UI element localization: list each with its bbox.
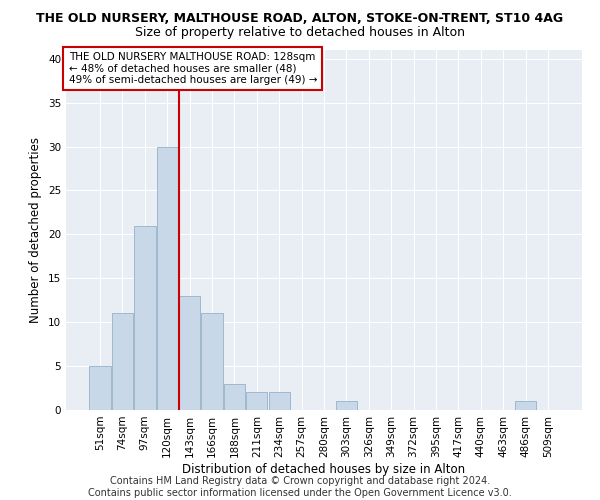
Bar <box>515 401 536 410</box>
Bar <box>112 314 133 410</box>
Bar <box>336 401 357 410</box>
X-axis label: Distribution of detached houses by size in Alton: Distribution of detached houses by size … <box>182 462 466 475</box>
Text: Contains HM Land Registry data © Crown copyright and database right 2024.
Contai: Contains HM Land Registry data © Crown c… <box>88 476 512 498</box>
Bar <box>89 366 111 410</box>
Bar <box>134 226 155 410</box>
Text: Size of property relative to detached houses in Alton: Size of property relative to detached ho… <box>135 26 465 39</box>
Text: THE OLD NURSERY, MALTHOUSE ROAD, ALTON, STOKE-ON-TRENT, ST10 4AG: THE OLD NURSERY, MALTHOUSE ROAD, ALTON, … <box>37 12 563 26</box>
Bar <box>269 392 290 410</box>
Y-axis label: Number of detached properties: Number of detached properties <box>29 137 43 323</box>
Bar <box>157 146 178 410</box>
Bar <box>224 384 245 410</box>
Text: THE OLD NURSERY MALTHOUSE ROAD: 128sqm
← 48% of detached houses are smaller (48): THE OLD NURSERY MALTHOUSE ROAD: 128sqm ←… <box>68 52 317 85</box>
Bar <box>202 314 223 410</box>
Bar <box>179 296 200 410</box>
Bar <box>246 392 268 410</box>
